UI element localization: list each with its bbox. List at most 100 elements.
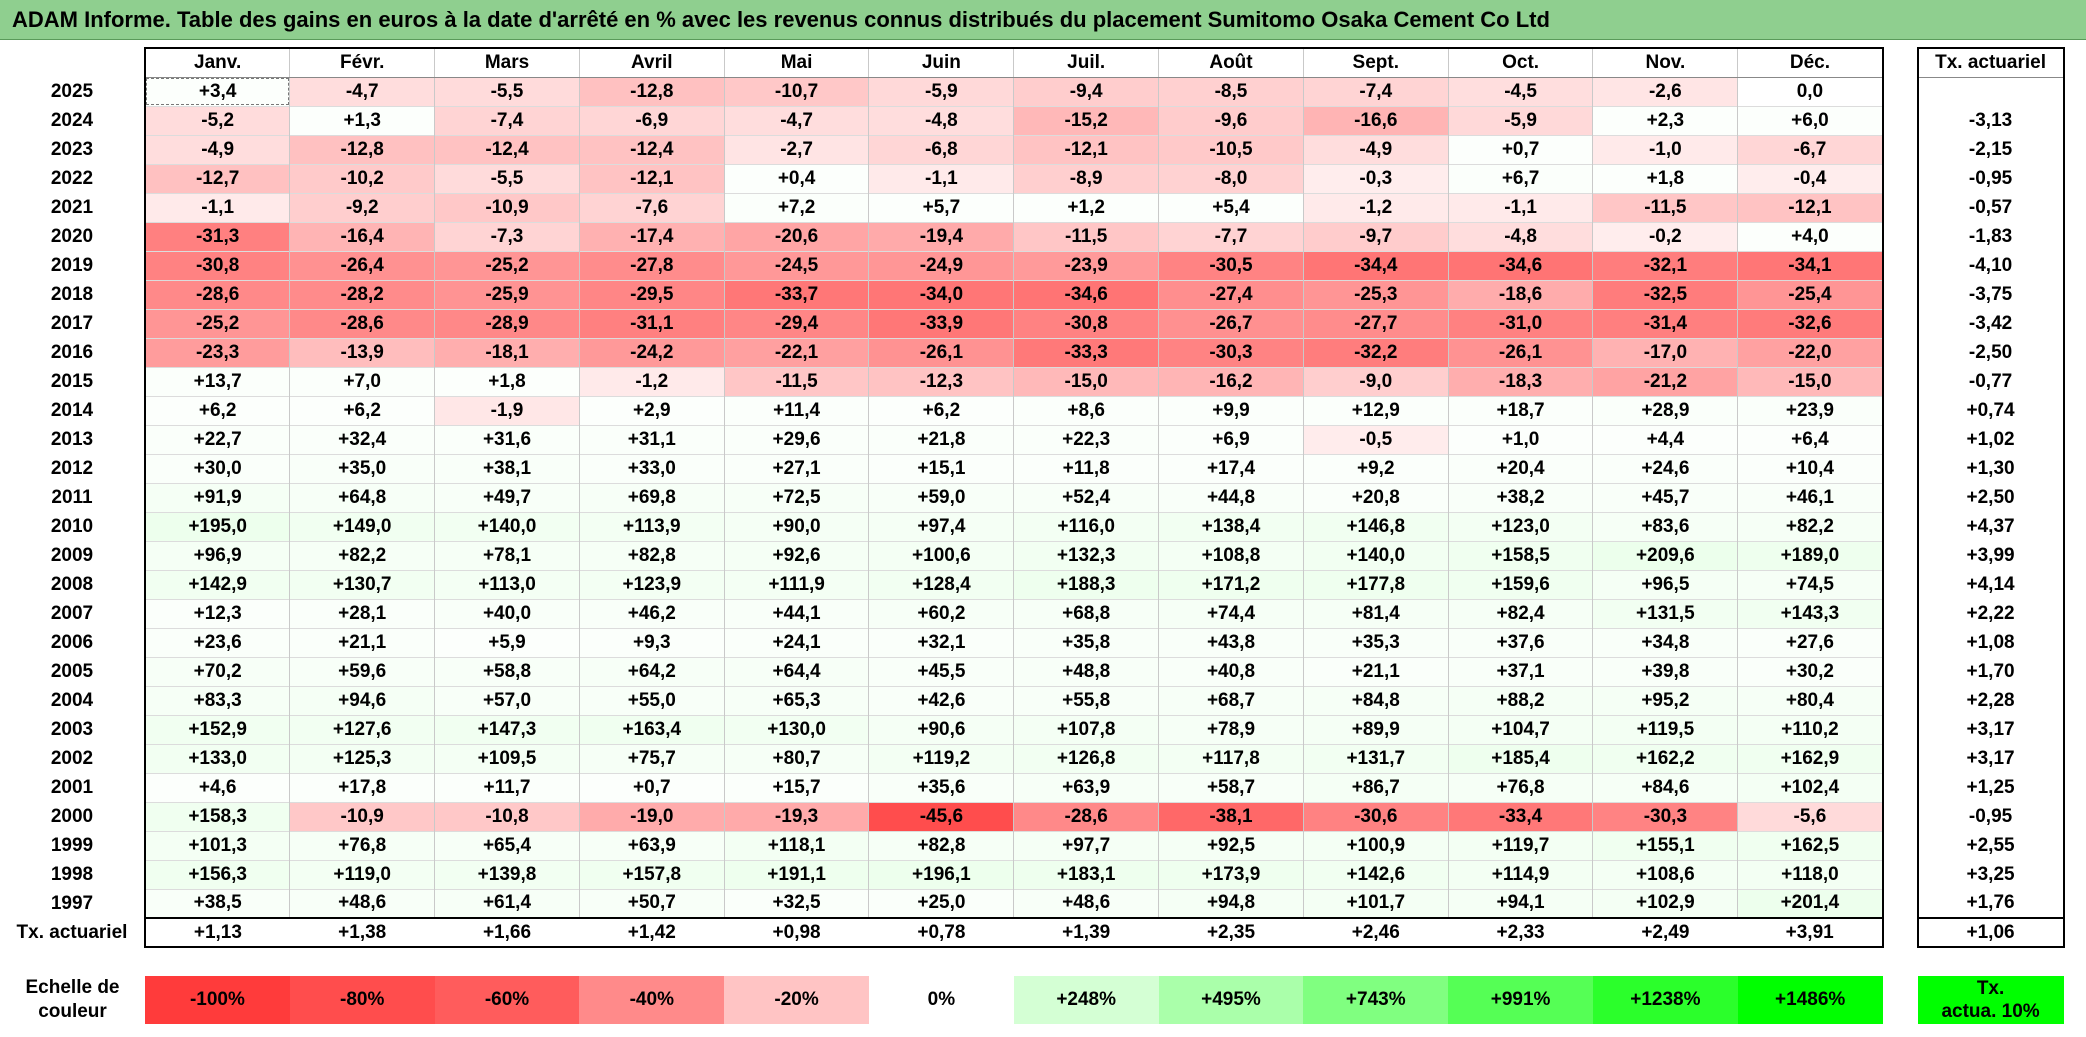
gain-cell: +10,4 bbox=[1737, 453, 1884, 483]
gain-cell: +8,6 bbox=[1013, 395, 1159, 425]
color-scale-tx-line2: actua. 10% bbox=[1941, 1001, 2040, 1022]
month-header: Févr. bbox=[289, 47, 435, 78]
gain-cell: +125,3 bbox=[289, 743, 435, 773]
gain-cell: +126,8 bbox=[1013, 743, 1159, 773]
table-row: 2003 +152,9 +127,6 +147,3 +163,4 +130,0 +90,6 +… bbox=[0, 714, 2065, 744]
row-year: 2024 bbox=[50, 109, 94, 131]
gain-cell: +9,9 bbox=[1158, 395, 1304, 425]
gain-cell: +209,6 bbox=[1592, 540, 1738, 570]
gain-cell: -23,3 bbox=[144, 337, 290, 367]
gain-cell: +1,8 bbox=[1592, 163, 1738, 193]
gain-cell: -1,1 bbox=[144, 192, 290, 222]
gain-cell: -10,7 bbox=[723, 76, 869, 106]
gain-cell: -34,6 bbox=[1013, 279, 1159, 309]
gain-cell: +119,2 bbox=[868, 743, 1014, 773]
summary-cell: +3,91 bbox=[1737, 917, 1884, 948]
gain-cell: +1,3 bbox=[289, 105, 435, 135]
gain-cell: -7,6 bbox=[578, 192, 725, 222]
gain-cell: +130,0 bbox=[723, 714, 869, 744]
gain-cell: +60,2 bbox=[868, 598, 1014, 628]
row-year: 1999 bbox=[50, 834, 94, 856]
gain-cell: -4,8 bbox=[868, 105, 1014, 135]
gain-cell: +50,7 bbox=[578, 888, 725, 919]
gain-cell: +130,7 bbox=[289, 569, 435, 599]
row-gap bbox=[1883, 251, 1918, 280]
row-year: 2021 bbox=[50, 196, 94, 218]
gain-cell: +23,6 bbox=[144, 627, 290, 657]
summary-cell: +1,13 bbox=[144, 917, 290, 948]
gain-cell: +24,1 bbox=[723, 627, 869, 657]
color-scale-tx-line1: Tx. bbox=[1976, 978, 2005, 999]
gain-cell: +89,9 bbox=[1302, 714, 1449, 744]
gain-cell: +15,1 bbox=[868, 453, 1014, 483]
gain-cell: +94,1 bbox=[1447, 888, 1593, 919]
gain-cell: +40,0 bbox=[434, 598, 580, 628]
gain-cell: +96,9 bbox=[144, 540, 290, 570]
gain-cell: +1,0 bbox=[1447, 424, 1593, 454]
gain-cell: -34,6 bbox=[1447, 250, 1593, 280]
gain-cell: +82,2 bbox=[289, 540, 435, 570]
month-header: Oct. bbox=[1447, 47, 1593, 78]
month-header: Avril bbox=[578, 47, 725, 78]
gain-cell: +1,8 bbox=[434, 366, 580, 396]
row-tx-actuariel: +1,30 bbox=[1916, 454, 2065, 483]
gain-cell: +142,9 bbox=[144, 569, 290, 599]
gain-cell: +114,9 bbox=[1447, 859, 1593, 889]
gain-cell: -0,4 bbox=[1737, 163, 1884, 193]
summary-cell: +2,49 bbox=[1592, 917, 1738, 948]
summary-cell: +2,33 bbox=[1448, 917, 1593, 948]
gain-cell: -1,1 bbox=[868, 163, 1014, 193]
gain-cell: +37,1 bbox=[1447, 656, 1593, 686]
report-title: ADAM Informe. Table des gains en euros à… bbox=[12, 7, 1550, 32]
gain-cell: +158,5 bbox=[1447, 540, 1593, 570]
gain-cell: +32,5 bbox=[723, 888, 869, 919]
row-year: 2011 bbox=[51, 486, 93, 508]
gain-cell: -45,6 bbox=[868, 801, 1014, 831]
gain-cell: -10,5 bbox=[1158, 134, 1304, 164]
gain-cell: -2,7 bbox=[723, 134, 869, 164]
gain-cell: -10,9 bbox=[434, 192, 580, 222]
gain-cell: +9,2 bbox=[1302, 453, 1449, 483]
row-tx-actuariel: +2,55 bbox=[1916, 831, 2065, 860]
gain-cell: +48,6 bbox=[1013, 888, 1159, 919]
gain-cell: +31,6 bbox=[434, 424, 580, 454]
gain-cell: -9,7 bbox=[1302, 221, 1449, 251]
gain-cell: +92,6 bbox=[723, 540, 869, 570]
gain-cell: +70,2 bbox=[144, 656, 290, 686]
row-gap bbox=[1883, 280, 1918, 309]
gain-cell: +147,3 bbox=[434, 714, 580, 744]
gain-cell: -4,5 bbox=[1447, 76, 1593, 106]
table-row: 2012 +30,0 +35,0 +38,1 +33,0 +27,1 +15,1 +11,8 +… bbox=[0, 453, 2065, 483]
gain-cell: -28,2 bbox=[289, 279, 435, 309]
month-header: Mars bbox=[434, 47, 580, 78]
summary-cell: +1,39 bbox=[1013, 917, 1159, 948]
gain-cell: +58,8 bbox=[434, 656, 580, 686]
gain-cell: -17,0 bbox=[1592, 337, 1738, 367]
gain-cell: +195,0 bbox=[144, 511, 290, 541]
gain-cell: +101,7 bbox=[1302, 888, 1449, 919]
gain-cell: +69,8 bbox=[578, 482, 725, 512]
gain-cell: -9,6 bbox=[1158, 105, 1304, 135]
table-row: 2002 +133,0 +125,3 +109,5 +75,7 +80,7 +119,2 +1… bbox=[0, 743, 2065, 773]
gain-cell: +84,8 bbox=[1302, 685, 1449, 715]
gain-cell: +201,4 bbox=[1737, 888, 1884, 919]
row-tx-actuariel: +4,14 bbox=[1916, 570, 2065, 599]
gain-cell: -8,5 bbox=[1158, 76, 1304, 106]
gain-cell: +75,7 bbox=[578, 743, 725, 773]
gain-cell: -1,1 bbox=[1447, 192, 1593, 222]
gain-cell: +38,5 bbox=[144, 888, 290, 919]
row-gap bbox=[1883, 831, 1918, 860]
row-year: 2001 bbox=[50, 776, 94, 798]
gain-cell: -0,2 bbox=[1592, 221, 1738, 251]
gain-cell: -8,0 bbox=[1158, 163, 1304, 193]
color-scale-label-line1: Echelle de bbox=[25, 977, 120, 998]
gain-cell: +157,8 bbox=[578, 859, 725, 889]
gain-cell: -12,3 bbox=[868, 366, 1014, 396]
row-tx-actuariel: +3,17 bbox=[1916, 715, 2065, 744]
table-row: 2017 -25,2 -28,6 -28,9 -31,1 -29,4 -33,9 -30,8-… bbox=[0, 308, 2065, 338]
gain-cell: +20,8 bbox=[1302, 482, 1449, 512]
summary-gap bbox=[1883, 918, 1918, 947]
row-year: 2022 bbox=[50, 167, 94, 189]
gain-cell: +82,2 bbox=[1737, 511, 1884, 541]
table-row: 1999 +101,3 +76,8 +65,4 +63,9 +118,1 +82,8 +97,… bbox=[0, 830, 2065, 860]
